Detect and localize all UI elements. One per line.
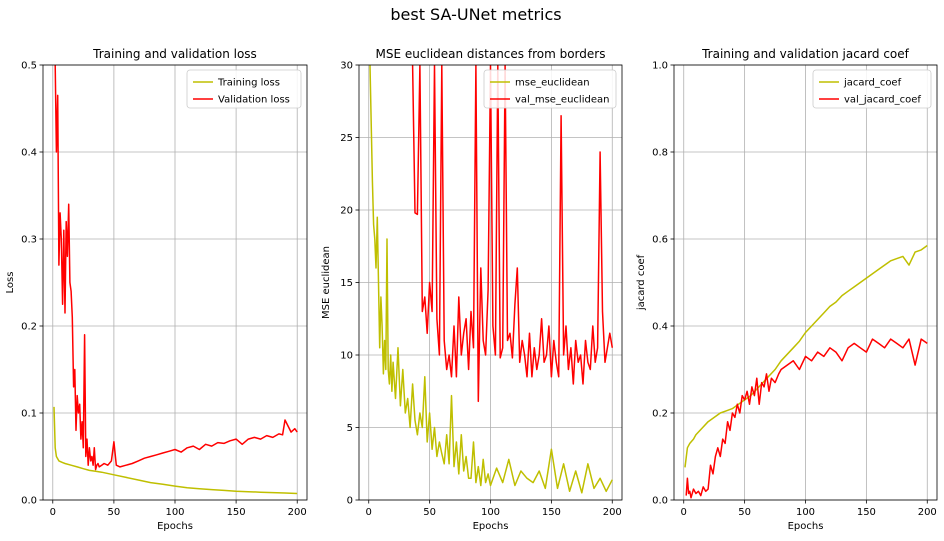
x-tick-label: 100 xyxy=(796,507,815,518)
axes-frame xyxy=(673,64,938,501)
series-line-training-loss xyxy=(53,406,298,495)
x-tick-label: 150 xyxy=(542,507,561,518)
x-axis-label: Epochs xyxy=(788,521,824,532)
y-tick-label: 0.8 xyxy=(652,148,668,159)
series-line-jacard-coef xyxy=(684,244,928,468)
x-tick-label: 100 xyxy=(481,507,500,518)
x-axis-label: Epochs xyxy=(157,521,193,532)
y-tick-label: 0 xyxy=(347,496,353,507)
y-tick-label: 0.0 xyxy=(21,496,37,507)
chart-panel-3: 0 50 100 150 200 0.0 0.2 0.4 0.6 0.8 1.0 Training a… xyxy=(636,47,938,532)
y-axis-label: Loss xyxy=(5,272,16,294)
y-tick-label: 20 xyxy=(340,206,353,217)
y-tick-label: 0.2 xyxy=(652,409,668,420)
legend-entry: val_jacard_coef xyxy=(844,95,921,106)
y-axis-label: MSE euclidean xyxy=(321,246,332,319)
x-tick-label: 200 xyxy=(918,507,937,518)
y-tick-label: 0.4 xyxy=(652,322,668,333)
legend-box xyxy=(812,69,932,109)
y-tick-label: 0.3 xyxy=(21,235,37,246)
x-tick-label: 0 xyxy=(366,507,372,518)
x-tick-label: 100 xyxy=(165,507,184,518)
series-line-val-mse-euclidean xyxy=(411,65,614,403)
y-tick-label: 0.4 xyxy=(21,148,37,159)
y-tick-label: 5 xyxy=(347,423,353,434)
legend-entry: val_mse_euclidean xyxy=(515,95,609,106)
legend-entry: Validation loss xyxy=(218,95,290,106)
chart-title: Training and validation jacard coef xyxy=(701,47,910,61)
legend-entry: Training loss xyxy=(217,78,280,89)
legend: Training loss Validation loss xyxy=(186,69,302,109)
legend: mse_euclidean val_mse_euclidean xyxy=(483,69,617,109)
legend-box xyxy=(483,69,617,109)
y-tick-label: 30 xyxy=(340,61,353,72)
x-tick-label: 200 xyxy=(288,507,307,518)
legend-entry: jacard_coef xyxy=(843,78,902,89)
series-line-val-jacard-coef xyxy=(685,338,928,499)
y-tick-label: 10 xyxy=(340,351,353,362)
y-tick-label: 0.2 xyxy=(21,322,37,333)
y-axis-label: jacard coef xyxy=(636,254,647,311)
x-tick-label: 150 xyxy=(857,507,876,518)
legend: jacard_coef val_jacard_coef xyxy=(812,69,932,109)
axes-frame xyxy=(42,64,308,501)
x-tick-label: 200 xyxy=(603,507,622,518)
x-tick-label: 0 xyxy=(681,507,687,518)
x-tick-label: 150 xyxy=(227,507,246,518)
x-tick-label: 50 xyxy=(423,507,436,518)
chart-panel-2: 0 50 100 150 200 0 5 10 15 20 25 30 MSE euclidean di… xyxy=(321,47,623,532)
series-line-validation-loss xyxy=(54,65,298,471)
x-tick-label: 50 xyxy=(738,507,751,518)
legend-entry: mse_euclidean xyxy=(515,78,590,89)
y-tick-label: 0.0 xyxy=(652,496,668,507)
chart-title: MSE euclidean distances from borders xyxy=(376,47,606,61)
series-line-mse-euclidean xyxy=(369,65,613,494)
y-tick-label: 0.6 xyxy=(652,235,668,246)
y-tick-label: 1.0 xyxy=(652,61,668,72)
chart-panel-1: 0 50 100 150 200 0.0 0.1 0.2 0.3 0.4 0.5 Training a… xyxy=(5,47,308,532)
y-tick-label: 15 xyxy=(340,278,353,289)
x-axis-label: Epochs xyxy=(473,521,509,532)
y-tick-label: 0.1 xyxy=(21,409,37,420)
axes-frame xyxy=(358,64,623,501)
legend-box xyxy=(186,69,302,109)
x-tick-label: 50 xyxy=(108,507,121,518)
x-tick-label: 0 xyxy=(50,507,56,518)
y-tick-label: 25 xyxy=(340,133,353,144)
chart-title: Training and validation loss xyxy=(92,47,257,61)
figure-suptitle: best SA-UNet metrics xyxy=(390,5,561,24)
y-tick-label: 0.5 xyxy=(21,61,37,72)
